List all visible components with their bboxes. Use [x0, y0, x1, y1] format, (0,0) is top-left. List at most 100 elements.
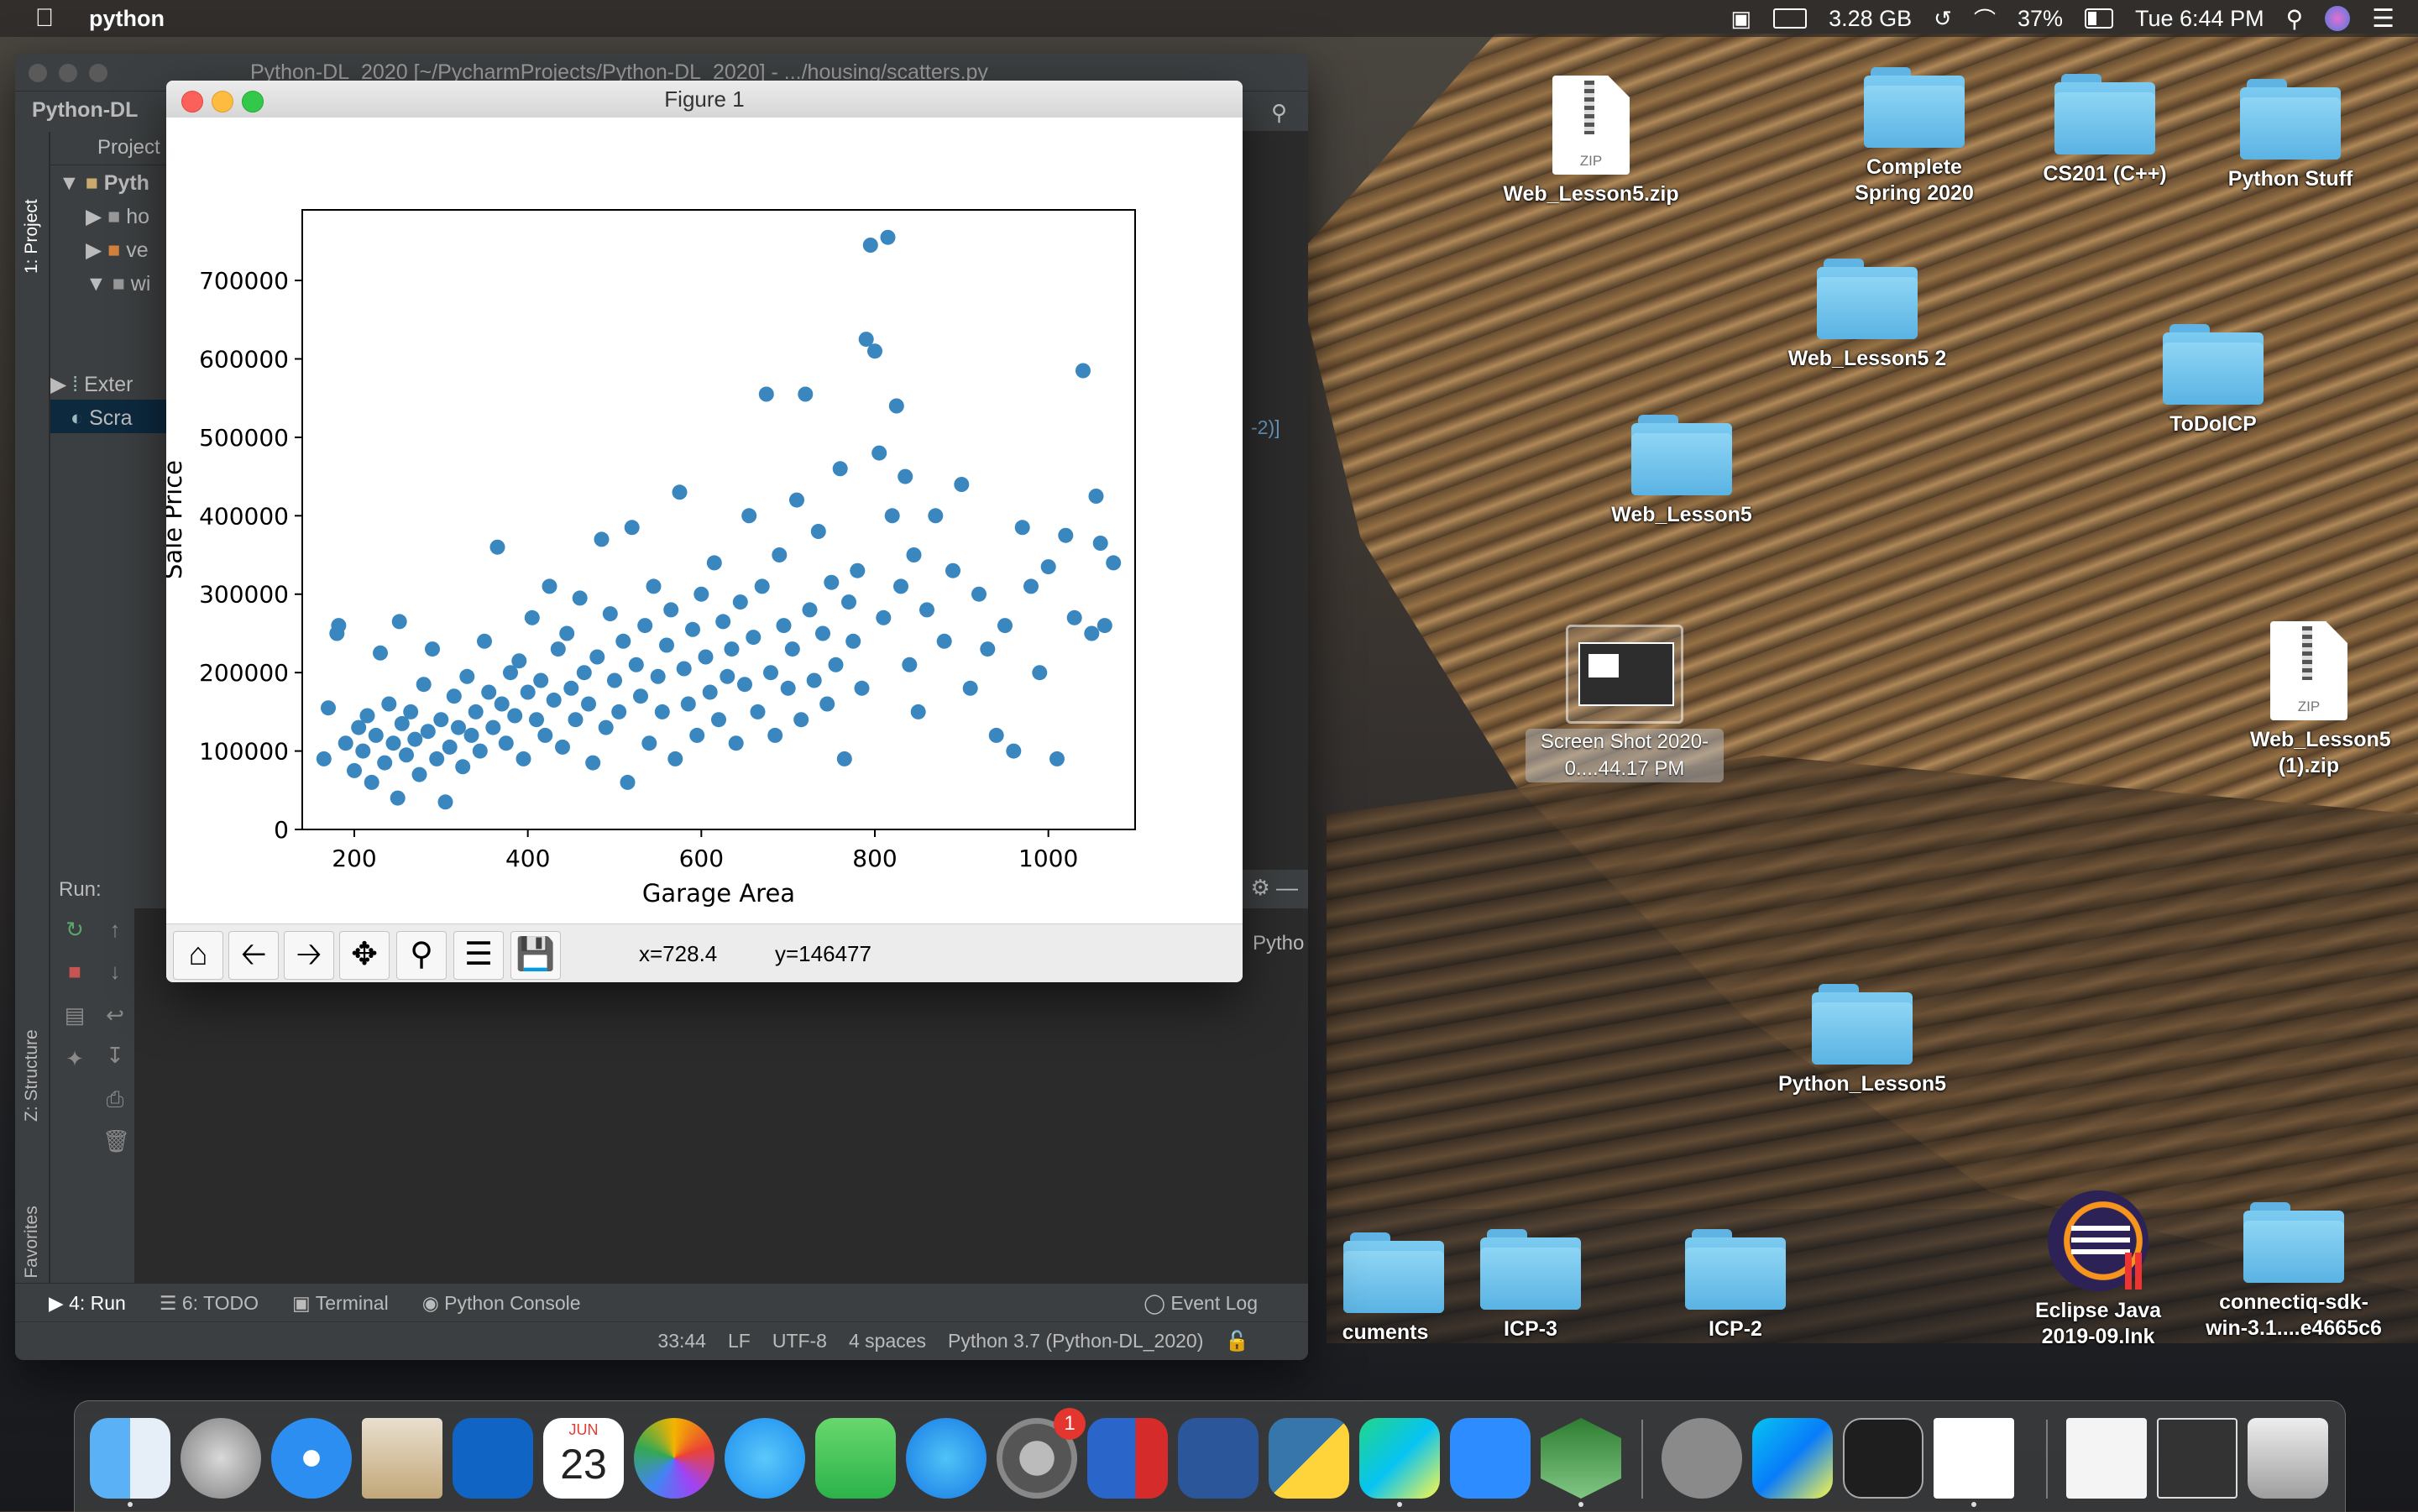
desktop-icon-screenshot[interactable]: Screen Shot 2020-0....44.17 PM — [1524, 625, 1725, 782]
print-icon[interactable]: ⎙ — [106, 1086, 124, 1112]
scatter-plot[interactable]: 200 400 600 800 1000 0 100000 200000 300000 4000… — [166, 118, 1243, 923]
tree-item-scratches[interactable]: ◐ Scra — [71, 406, 133, 430]
pycharm-zoom-button[interactable] — [89, 64, 107, 82]
scroll-to-end-icon[interactable]: ↧ — [106, 1043, 124, 1068]
battery-icon[interactable] — [2085, 8, 2113, 29]
search-everywhere-icon[interactable]: ⚲ — [1271, 100, 1288, 125]
webstorm-icon[interactable] — [1752, 1418, 1833, 1499]
launchpad-icon[interactable] — [181, 1418, 261, 1499]
screen-record-icon[interactable]: ▣ — [1730, 5, 1752, 31]
desktop-icon-cs201[interactable]: CS201 (C++) — [2004, 74, 2206, 187]
memory-monitor-icon[interactable] — [1662, 1418, 1742, 1499]
photos-icon[interactable] — [634, 1418, 714, 1499]
trash-icon[interactable] — [2248, 1418, 2328, 1499]
document-icon[interactable] — [1934, 1418, 2014, 1499]
lock-icon[interactable]: 🔓 — [1225, 1330, 1249, 1352]
memory-readout[interactable]: 3.28 GB — [1829, 5, 1913, 31]
desktop-icon-connectiq[interactable]: connectiq-sdk-win-3.1....e4665c6 — [2193, 1202, 2394, 1342]
python-launcher-icon[interactable] — [1269, 1418, 1349, 1499]
desktop-icon-web-lesson5-1-zip[interactable]: ZIP Web_Lesson5 (1).zip — [2208, 621, 2410, 779]
tab-todo[interactable]: ☰ 6: TODO — [159, 1291, 259, 1314]
desktop-icon-web-lesson5-zip[interactable]: ZIP Web_Lesson5.zip — [1490, 76, 1692, 207]
figure-zoom-button[interactable] — [242, 91, 264, 112]
forward-icon[interactable]: 🡢 — [284, 931, 334, 980]
save-icon[interactable]: 💾 — [510, 931, 561, 980]
battery-percent[interactable]: 37% — [2017, 5, 2063, 31]
desktop-icon-python-lesson5[interactable]: Python_Lesson5 — [1761, 984, 1963, 1097]
facetime-icon[interactable] — [815, 1418, 896, 1499]
apple-menu-icon[interactable]:  — [32, 4, 57, 33]
desktop-icon-icp2[interactable]: ICP-2 — [1635, 1229, 1836, 1342]
pycharm-icon[interactable] — [1359, 1418, 1440, 1499]
figure-close-button[interactable] — [181, 91, 203, 112]
desktop-icon-python-stuff[interactable]: Python Stuff — [2190, 79, 2391, 192]
desktop-icon-complete-spring[interactable]: Complete Spring 2020 — [1814, 67, 2015, 207]
finder-icon[interactable] — [90, 1418, 170, 1499]
pan-icon[interactable]: ✥ — [339, 931, 390, 980]
tree-item-venv[interactable]: ▶ ■ ve — [86, 238, 149, 262]
tree-item-housing[interactable]: ▶ ■ ho — [86, 205, 150, 228]
tab-structure[interactable]: Z: Structure — [22, 1029, 41, 1122]
desktop-icon-web-lesson5[interactable]: Web_Lesson5 — [1581, 415, 1782, 528]
clear-icon[interactable]: 🗑 — [102, 1128, 131, 1154]
status-line-separator[interactable]: LF — [727, 1330, 751, 1352]
back-icon[interactable]: 🡠 — [228, 931, 279, 980]
soft-wrap-icon[interactable]: ↩ — [106, 1002, 124, 1028]
app-store-icon[interactable] — [906, 1418, 987, 1499]
zoom-icon[interactable]: ⚲ — [396, 931, 447, 980]
menu-clock[interactable]: Tue 6:44 PM — [2135, 5, 2264, 31]
tab-run[interactable]: ▶ 4: Run — [49, 1291, 126, 1314]
project-panel-header[interactable]: Project — [50, 131, 185, 165]
tab-project[interactable]: 1: Project — [22, 199, 41, 274]
tab-terminal[interactable]: ▣ Terminal — [292, 1291, 389, 1314]
app-menu-name[interactable]: python — [89, 5, 165, 31]
safari-icon[interactable] — [271, 1418, 352, 1499]
configure-icon[interactable]: ☰ — [453, 931, 504, 980]
tab-event-log[interactable]: ◯ Event Log — [1144, 1291, 1258, 1314]
quicktime-icon[interactable] — [1541, 1418, 1621, 1499]
rerun-icon[interactable]: ↻ — [65, 917, 84, 942]
terminal-icon[interactable] — [1843, 1418, 1923, 1499]
tree-item-root[interactable]: ▼ ■ Pyth — [59, 171, 149, 195]
notification-center-icon[interactable]: ☰ — [2372, 4, 2394, 33]
memory-icon[interactable] — [1773, 8, 1808, 29]
messages-icon[interactable] — [725, 1418, 805, 1499]
mail-icon[interactable] — [362, 1418, 442, 1499]
layout-icon[interactable]: ▤ — [64, 1002, 86, 1028]
wifi-icon[interactable]: ⌒ — [1973, 7, 1996, 33]
home-icon[interactable]: ⌂ — [173, 931, 223, 980]
parallels-icon[interactable] — [1087, 1418, 1168, 1499]
pycharm-minimize-button[interactable] — [59, 64, 77, 82]
word-icon[interactable] — [1178, 1418, 1259, 1499]
spotlight-icon[interactable]: ⚲ — [2285, 5, 2304, 32]
outlook-icon[interactable] — [453, 1418, 533, 1499]
desktop-icon-icp3[interactable]: ICP-3 — [1430, 1229, 1631, 1342]
siri-icon[interactable] — [2325, 6, 2351, 31]
desktop-icon-web-lesson5-2[interactable]: Web_Lesson5 2 — [1766, 259, 1968, 372]
status-indent[interactable]: 4 spaces — [848, 1330, 927, 1352]
time-machine-icon[interactable]: ↺ — [1934, 5, 1952, 31]
zoom-app-icon[interactable] — [1450, 1418, 1531, 1499]
stop-icon[interactable]: ■ — [68, 959, 81, 984]
desktop-icon-documents[interactable]: cuments — [1243, 1232, 1444, 1346]
tab-python-console[interactable]: ◉ Python Console — [421, 1291, 581, 1314]
calendar-icon[interactable]: JUN 23 — [543, 1418, 624, 1499]
pin-icon[interactable]: ✦ — [65, 1046, 84, 1071]
status-caret-position[interactable]: 33:44 — [657, 1330, 706, 1352]
status-interpreter[interactable]: Python 3.7 (Python-DL_2020) — [948, 1330, 1204, 1352]
figure-minimize-button[interactable] — [212, 91, 233, 112]
project-breadcrumb[interactable]: Python-DL — [32, 98, 139, 122]
tree-item-external-libraries[interactable]: ▶ ⁞ Exter — [50, 373, 133, 396]
scroll-down-icon[interactable]: ↓ — [109, 959, 121, 984]
status-encoding[interactable]: UTF-8 — [772, 1330, 827, 1352]
scroll-up-icon[interactable]: ↑ — [109, 917, 121, 942]
screenshot-stack-icon[interactable] — [2157, 1418, 2237, 1499]
desktop-icon-todoicp[interactable]: ToDoICP — [2112, 324, 2314, 437]
scatter-point — [373, 645, 388, 661]
tree-item-wine[interactable]: ▼ ■ wi — [86, 272, 151, 296]
pycharm-close-button[interactable] — [29, 64, 47, 82]
figure-window[interactable]: Figure 1 200 400 600 800 1000 0 100000 200000 3… — [166, 81, 1243, 982]
desktop-icon-eclipse[interactable]: Eclipse Java 2019-09.lnk — [1997, 1190, 2199, 1350]
run-panel-hide-icon[interactable]: ⚙ — — [1250, 875, 1298, 900]
zip-archive-icon[interactable] — [2066, 1418, 2147, 1499]
